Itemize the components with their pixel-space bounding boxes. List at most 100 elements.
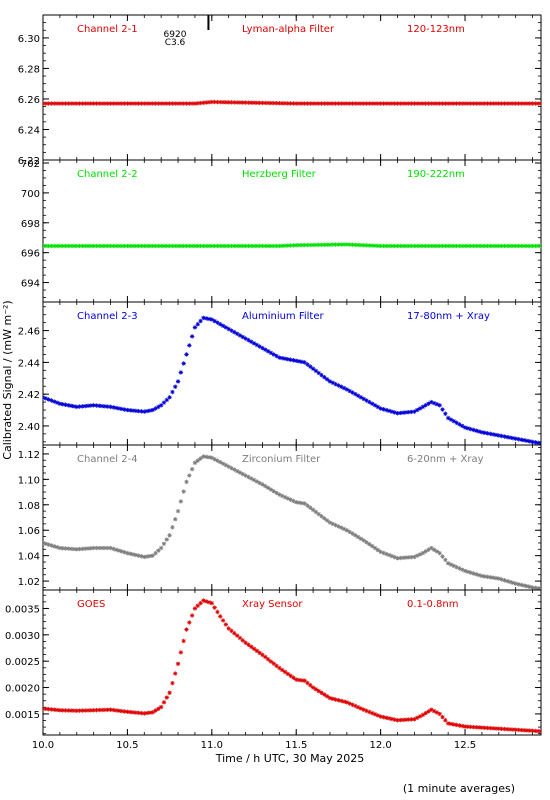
data-point — [158, 545, 164, 551]
data-point — [133, 101, 139, 106]
data-point — [347, 101, 352, 106]
channel-label: GOES — [77, 599, 105, 610]
data-point — [291, 498, 296, 504]
data-point — [353, 533, 358, 538]
data-point — [322, 516, 327, 521]
data-point — [173, 671, 178, 676]
data-point — [220, 461, 226, 466]
data-point — [178, 650, 184, 655]
data-point — [265, 243, 271, 249]
data-point — [77, 101, 82, 106]
channel-label: Channel 2-1 — [77, 24, 138, 35]
data-point — [161, 400, 167, 405]
data-point — [130, 552, 136, 557]
data-point — [496, 101, 501, 106]
data-point — [313, 509, 319, 515]
data-point — [465, 243, 471, 249]
data-point — [499, 101, 504, 106]
data-point — [384, 551, 389, 557]
data-point — [378, 101, 383, 106]
data-point — [350, 390, 355, 395]
data-point — [437, 711, 442, 717]
data-point — [530, 101, 535, 106]
data-point — [249, 476, 254, 481]
data-point — [372, 101, 378, 106]
data-point — [147, 408, 153, 413]
data-point — [429, 399, 434, 405]
data-point — [364, 398, 369, 403]
data-series — [43, 598, 541, 734]
data-point — [355, 101, 361, 106]
data-point — [128, 551, 133, 556]
data-point — [246, 337, 251, 343]
data-point — [80, 243, 85, 249]
data-point — [350, 702, 355, 707]
data-point — [285, 671, 290, 677]
data-point — [389, 716, 395, 722]
data-point — [437, 243, 442, 249]
data-point — [240, 638, 245, 643]
data-point — [99, 101, 105, 106]
data-point — [527, 101, 532, 106]
data-point — [465, 724, 471, 729]
data-point — [218, 459, 223, 465]
data-point — [108, 404, 113, 410]
data-point — [516, 727, 521, 733]
data-point — [490, 432, 496, 437]
data-point — [510, 727, 516, 732]
data-point — [125, 101, 130, 106]
data-point — [372, 712, 378, 717]
data-point — [74, 547, 79, 552]
data-point — [443, 718, 448, 723]
data-point — [246, 642, 251, 647]
data-point — [184, 479, 189, 485]
data-point — [375, 404, 381, 410]
data-point — [91, 101, 96, 106]
data-point — [71, 708, 77, 713]
data-point — [429, 243, 434, 249]
data-point — [116, 243, 122, 249]
data-point — [116, 101, 122, 106]
data-point — [490, 243, 496, 249]
data-point — [212, 605, 217, 610]
data-point — [108, 101, 113, 106]
data-point — [392, 101, 397, 106]
data-point — [381, 714, 386, 720]
data-point — [113, 708, 119, 713]
data-point — [524, 583, 530, 589]
data-point — [533, 243, 538, 249]
data-point — [496, 243, 501, 249]
data-point — [158, 704, 164, 710]
data-point — [223, 325, 229, 330]
data-point — [389, 409, 395, 414]
data-point — [130, 101, 136, 106]
data-point — [277, 355, 282, 360]
data-point — [105, 707, 110, 712]
data-point — [507, 435, 513, 440]
y-tick-label: 700 — [21, 189, 40, 200]
data-point — [237, 470, 243, 475]
band-label: 17-80nm + Xray — [407, 311, 490, 322]
data-point — [279, 101, 285, 106]
data-point — [476, 572, 482, 578]
data-point — [313, 368, 319, 374]
data-point — [445, 561, 451, 566]
data-point — [488, 101, 493, 106]
data-point — [398, 717, 403, 723]
data-point — [530, 439, 535, 445]
data-point — [125, 243, 130, 249]
data-point — [83, 101, 88, 106]
data-point — [403, 717, 409, 722]
data-point — [285, 496, 290, 501]
data-point — [88, 101, 94, 106]
data-point — [513, 243, 518, 249]
data-point — [420, 404, 426, 410]
data-point — [361, 101, 366, 106]
data-point — [91, 708, 96, 713]
data-point — [240, 471, 245, 477]
data-point — [440, 243, 445, 249]
data-point — [91, 243, 96, 249]
data-point — [85, 546, 91, 551]
data-point — [420, 243, 426, 249]
data-point — [243, 640, 248, 645]
